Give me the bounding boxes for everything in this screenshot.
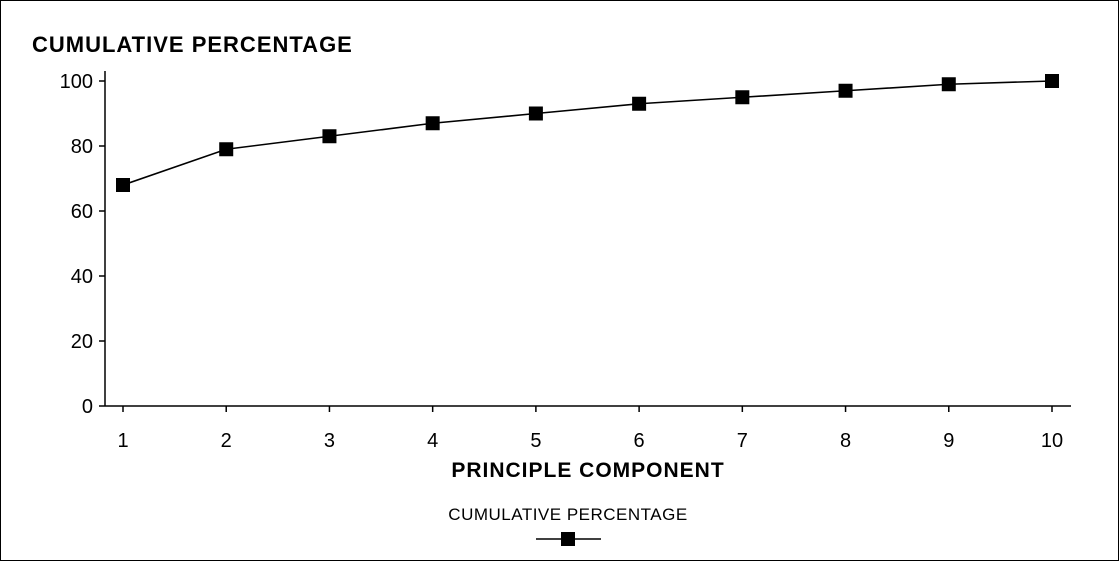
legend: CUMULATIVE PERCENTAGE — [448, 505, 687, 546]
series-line — [122, 80, 1053, 186]
axes: 0 20 40 60 80 100 1 2 3 4 5 6 7 8 9 10 — [60, 71, 1071, 452]
x-tick-label: 2 — [221, 430, 232, 452]
x-tick-label: 1 — [117, 430, 128, 452]
legend-swatch-marker — [561, 532, 575, 546]
data-point-marker — [735, 90, 750, 105]
x-tick-label: 9 — [943, 430, 954, 452]
x-tick-label: 10 — [1041, 430, 1063, 452]
y-tick-label: 20 — [71, 331, 93, 353]
y-tick-label: 80 — [71, 136, 93, 158]
y-tick-label: 60 — [71, 201, 93, 223]
series-layer — [116, 74, 1059, 192]
data-point-marker — [941, 77, 956, 92]
data-point-marker — [1045, 74, 1059, 88]
data-point-marker — [528, 106, 543, 121]
x-tick-label: 8 — [840, 430, 851, 452]
chart-title: CUMULATIVE PERCENTAGE — [32, 32, 353, 57]
y-tick-label: 40 — [71, 266, 93, 288]
x-tick-label: 6 — [634, 430, 645, 452]
legend-label: CUMULATIVE PERCENTAGE — [448, 505, 687, 524]
data-point-marker — [219, 142, 234, 157]
data-point-marker — [632, 96, 647, 111]
x-tick-label: 5 — [530, 430, 541, 452]
x-tick-label: 3 — [324, 430, 335, 452]
x-tick-label: 4 — [427, 430, 438, 452]
data-point-marker — [838, 83, 853, 98]
y-tick-label: 0 — [82, 396, 93, 418]
data-point-marker — [425, 116, 440, 131]
x-axis-label: PRINCIPLE COMPONENT — [451, 459, 724, 482]
data-point-marker — [322, 129, 337, 144]
data-point-marker — [116, 178, 130, 192]
y-tick-label: 100 — [60, 71, 93, 93]
x-tick-label: 7 — [737, 430, 748, 452]
